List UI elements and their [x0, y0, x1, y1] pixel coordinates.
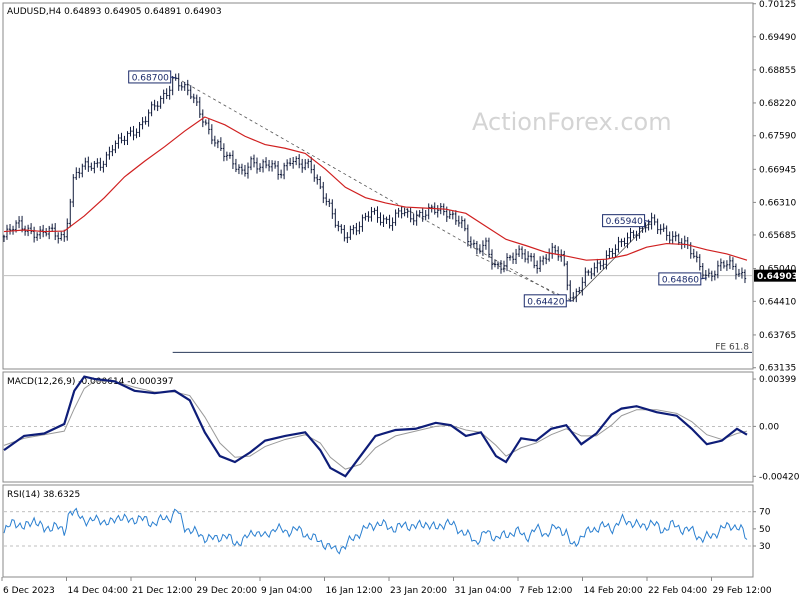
rsi-line: [3, 507, 748, 555]
annotation-label: 0.65940: [606, 217, 643, 227]
macd-layer: 0.00399 0.00 -0.004206: [3, 375, 800, 482]
time-tick-label: 14 Dec 04:00: [68, 586, 129, 596]
price-bars: [2, 73, 747, 303]
time-tick-label: 29 Feb 12:00: [713, 586, 772, 596]
price-tick-label: 0.64410: [759, 297, 796, 307]
rsi-tick-label: 70: [759, 508, 771, 518]
time-tick-label: 29 Dec 20:00: [197, 586, 258, 596]
time-tick-label: 22 Feb 04:00: [648, 586, 707, 596]
time-tick-label: 14 Feb 20:00: [584, 586, 643, 596]
dashed-trendline-down: [176, 77, 563, 299]
time-tick-label: 16 Jan 12:00: [326, 586, 383, 596]
price-tick-label: 0.66945: [759, 165, 796, 175]
price-pane-frame: [2, 2, 754, 370]
price-tick-label: 0.66310: [759, 198, 796, 208]
watermark: ActionForex.com: [472, 108, 672, 136]
annotation-label: 0.64860: [662, 275, 699, 285]
fibonacci-label: FE 61.8: [715, 342, 749, 352]
annotation-leader: [644, 220, 651, 223]
dashed-trendline-leg: [475, 254, 573, 302]
price-tick-label: 0.70125: [759, 0, 796, 10]
macd-tick-label: -0.004206: [759, 472, 800, 482]
macd-tick-label: 0.00399: [759, 375, 796, 385]
annotation-box: [602, 214, 646, 228]
solid-trendline-up: [571, 221, 651, 302]
price-tick-label: 0.69490: [759, 33, 796, 43]
price-tick-label: 0.65040: [759, 265, 796, 275]
price-annotations: 0.68700 0.65940 0.64420 0.64860: [128, 70, 707, 308]
rsi-header: RSI(14) 38.6325: [7, 490, 80, 500]
macd-header: MACD(12,26,9) -0.000614 -0.000397: [7, 377, 173, 387]
rsi-tick-label: 50: [759, 525, 771, 535]
trendlines: [176, 77, 651, 302]
macd-tick-label: 0.00: [759, 422, 779, 432]
time-tick-label: 21 Dec 12:00: [132, 586, 193, 596]
price-tick-label: 0.68855: [759, 66, 796, 76]
annotation-label: 0.68700: [132, 73, 169, 83]
macd-line: [3, 375, 748, 478]
rsi-layer: 70 50 30: [3, 507, 771, 555]
time-tick-label: 6 Dec 2023: [3, 586, 55, 596]
time-tick-label: 31 Jan 04:00: [455, 586, 512, 596]
price-tick-label: 0.65685: [759, 231, 796, 241]
annotation-label: 0.64420: [527, 297, 564, 307]
time-tick-label: 9 Jan 04:00: [261, 586, 313, 596]
annotation-box: [128, 70, 172, 84]
time-tick-label: 23 Jan 20:00: [390, 586, 447, 596]
rsi-tick-label: 30: [759, 542, 771, 552]
fibonacci-extension: FE 61.8: [172, 342, 752, 353]
macd-signal-line: [3, 380, 748, 470]
current-price-box: [754, 269, 796, 282]
price-tick-label: 0.63765: [759, 331, 796, 341]
price-tick-label: 0.67590: [759, 132, 796, 142]
price-tick-label: 0.68220: [759, 99, 796, 109]
price-moving-average: [3, 116, 748, 261]
current-price-label: 0.64903: [757, 272, 798, 282]
moving-average-line: [3, 116, 748, 261]
macd-pane-frame: [2, 371, 754, 483]
annotation-box: [523, 294, 567, 308]
annotation-box: [658, 272, 702, 286]
time-tick-label: 7 Feb 12:00: [519, 586, 573, 596]
current-price: 0.64903: [4, 269, 798, 282]
time-axis: 6 Dec 2023 14 Dec 04:00 21 Dec 12:00 29 Dec…: [1, 577, 772, 596]
price-header: AUDUSD,H4 0.64893 0.64905 0.64891 0.6490…: [7, 7, 222, 17]
rsi-pane-frame: [2, 484, 754, 578]
price-axis: 0.70125 0.69490 0.68855 0.68220 0.67590 0.669…: [753, 0, 796, 374]
price-tick-label: 0.63135: [759, 364, 796, 374]
annotation-leader: [700, 277, 707, 280]
annotation-leader: [170, 76, 177, 79]
